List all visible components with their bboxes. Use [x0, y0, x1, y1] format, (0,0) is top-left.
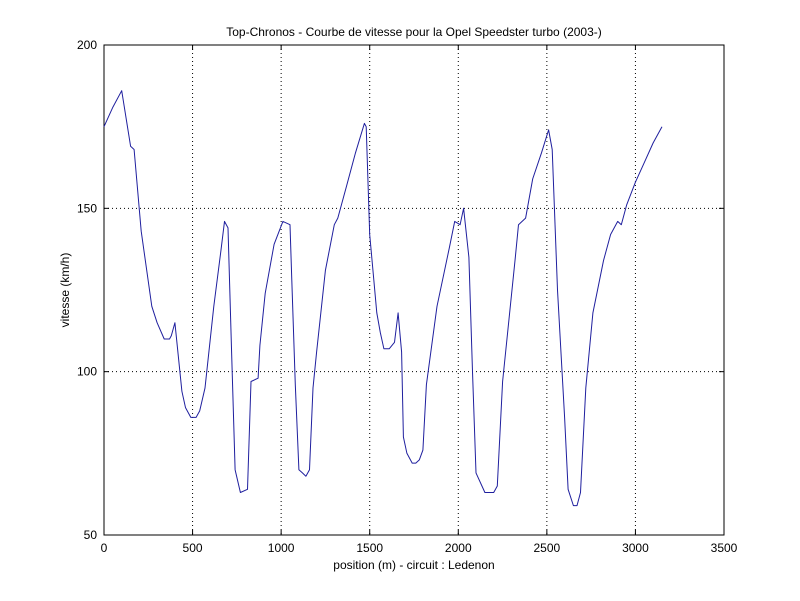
x-tick-label: 2500 — [534, 541, 561, 555]
y-tick-label: 50 — [84, 528, 98, 542]
plot-frame — [103, 44, 725, 536]
chart-title: Top-Chronos - Courbe de vitesse pour la … — [226, 25, 602, 39]
y-tick-labels: 50 100 150 200 — [77, 38, 97, 542]
y-tick-label: 150 — [77, 201, 97, 215]
y-axis-title: vitesse (km/h) — [58, 253, 72, 328]
speed-series-line — [103, 90, 663, 507]
x-tick-labels: 0 500 1000 1500 2000 2500 3000 3500 — [101, 541, 738, 555]
y-tick-label: 100 — [77, 365, 97, 379]
axis-ticks — [103, 44, 725, 536]
y-tick-label: 200 — [77, 38, 97, 52]
series-layer — [103, 90, 663, 507]
x-tick-label: 3500 — [711, 541, 738, 555]
x-tick-label: 1000 — [268, 541, 295, 555]
x-tick-label: 0 — [101, 541, 108, 555]
plot-area — [104, 45, 724, 535]
x-tick-label: 1500 — [356, 541, 383, 555]
grid-lines — [104, 45, 724, 535]
x-tick-label: 500 — [183, 541, 203, 555]
x-axis-title: position (m) - circuit : Ledenon — [333, 558, 494, 572]
x-tick-label: 2000 — [445, 541, 472, 555]
x-tick-label: 3000 — [622, 541, 649, 555]
